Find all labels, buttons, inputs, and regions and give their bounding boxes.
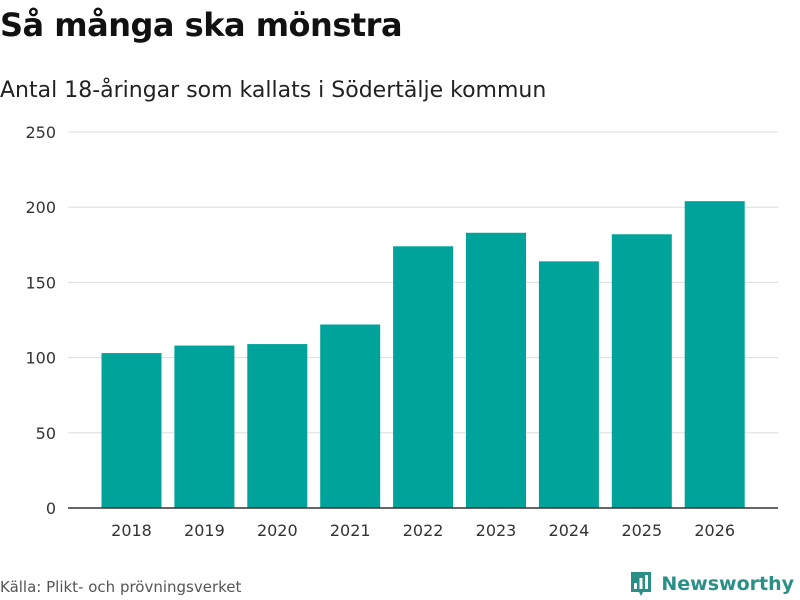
bar-2021 — [320, 324, 381, 508]
y-tick-label: 250 — [25, 123, 56, 142]
bar-2026 — [684, 201, 745, 508]
x-tick-label: 2024 — [549, 521, 590, 540]
bar-2024 — [538, 261, 599, 508]
x-tick-label: 2019 — [184, 521, 225, 540]
y-tick-label: 200 — [25, 198, 56, 217]
x-tick-label: 2022 — [403, 521, 444, 540]
brand-logo: Newsworthy — [629, 570, 794, 598]
bar-2020 — [247, 344, 308, 508]
bar-2023 — [466, 232, 526, 508]
y-tick-label: 150 — [25, 273, 56, 292]
x-tick-label: 2021 — [330, 521, 371, 540]
bar-2025 — [611, 234, 672, 508]
y-tick-label: 50 — [36, 424, 56, 443]
x-tick-label: 2023 — [476, 521, 517, 540]
bar-2018 — [101, 353, 162, 508]
y-tick-label: 100 — [25, 349, 56, 368]
source-note: Källa: Plikt- och prövningsverket — [0, 578, 242, 596]
x-tick-label: 2026 — [694, 521, 735, 540]
x-tick-label: 2025 — [621, 521, 662, 540]
y-tick-label: 0 — [46, 499, 56, 518]
chart-subtitle: Antal 18-åringar som kallats i Södertälj… — [0, 78, 547, 103]
bar-2019 — [174, 345, 235, 508]
bar-2022 — [393, 246, 454, 508]
bar-chart: 0 50 100 150 200 250 2018 2019 2020 2021 2022 2023 2… — [25, 123, 778, 540]
newsworthy-icon — [631, 572, 652, 596]
x-tick-label: 2018 — [111, 521, 152, 540]
x-tick-label: 2020 — [257, 521, 298, 540]
brand-name: Newsworthy — [661, 573, 794, 595]
chart-title: Så många ska mönstra — [0, 6, 403, 44]
